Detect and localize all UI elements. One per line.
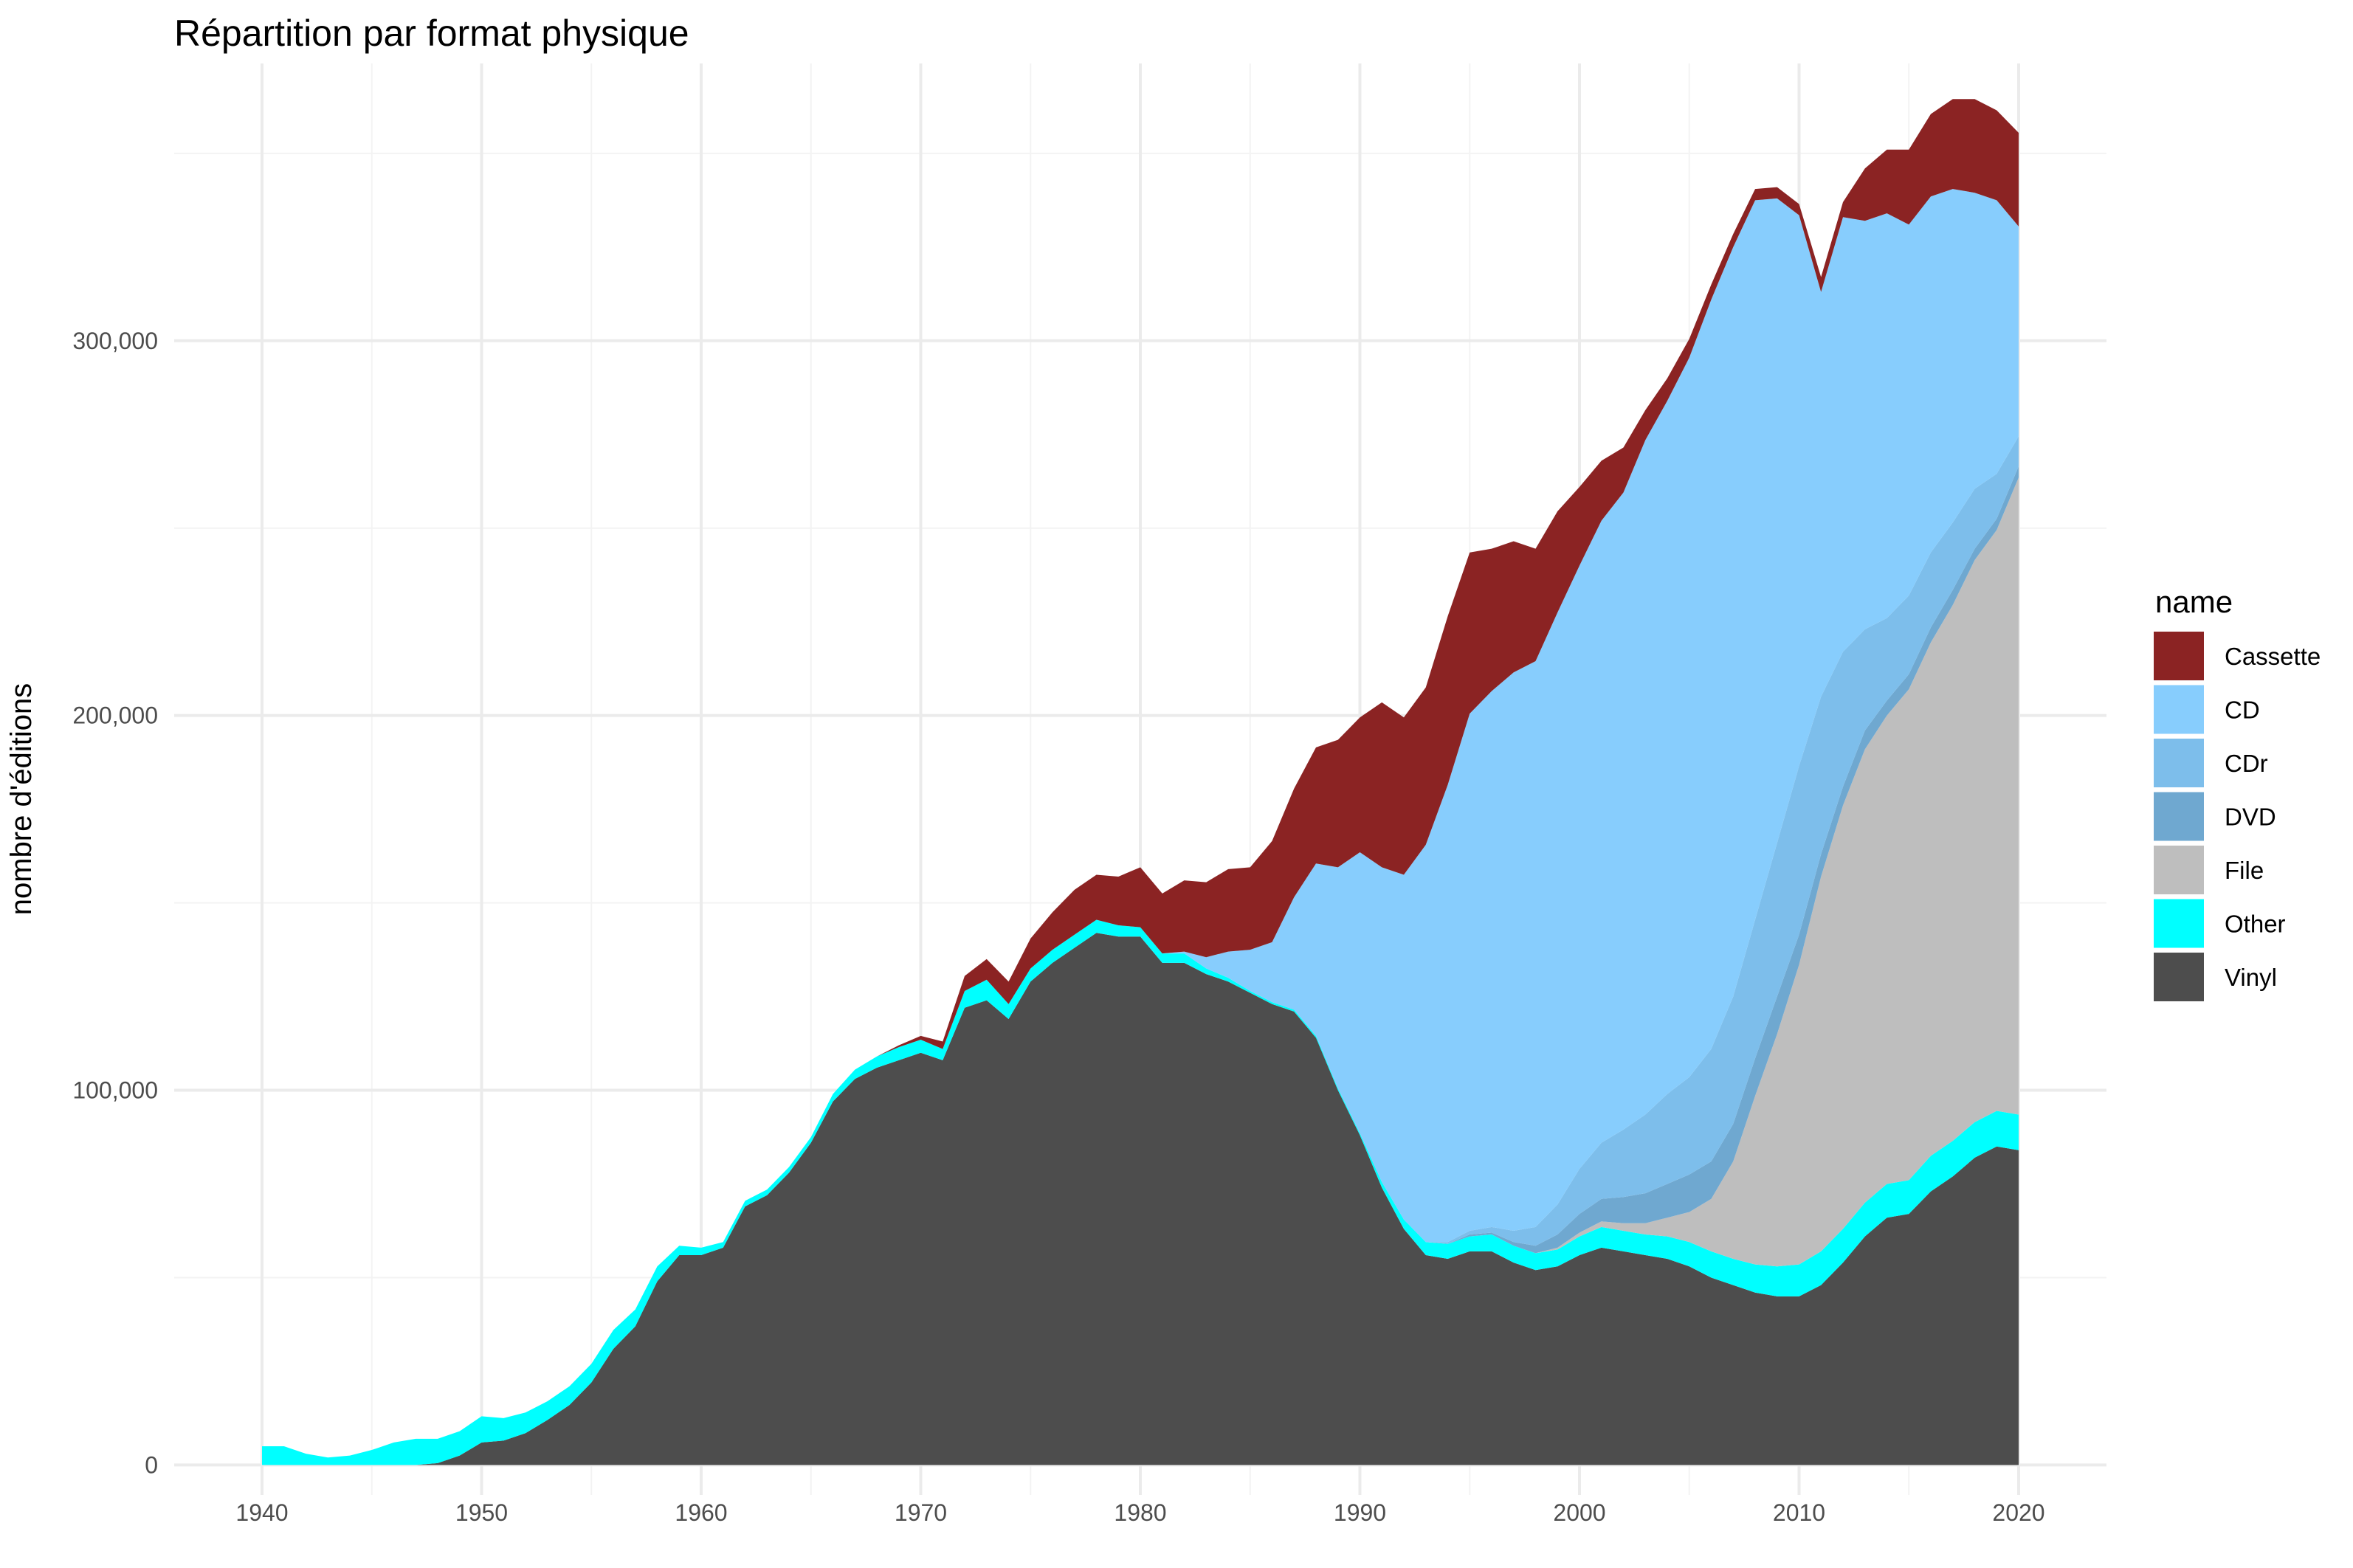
legend-key-file xyxy=(2154,846,2204,894)
legend-label-cdr: CDr xyxy=(2225,750,2268,777)
y-axis-label: nombre d'éditions xyxy=(5,683,38,916)
x-tick-label: 1960 xyxy=(675,1499,727,1526)
area-cd xyxy=(262,189,2019,1458)
legend-key-vinyl xyxy=(2154,953,2204,1001)
legend-key-cdr xyxy=(2154,739,2204,787)
x-tick-label: 1940 xyxy=(235,1499,288,1526)
x-tick-label: 1950 xyxy=(455,1499,508,1526)
area-cdr xyxy=(262,436,2019,1458)
legend-label-cassette: Cassette xyxy=(2225,643,2321,670)
legend-label-file: File xyxy=(2225,857,2264,884)
y-axis: 0 100,000 200,000 300,000 xyxy=(72,328,158,1479)
legend-title: name xyxy=(2155,584,2233,619)
area-vinyl xyxy=(262,933,2019,1465)
y-tick-label: 300,000 xyxy=(72,328,158,354)
y-tick-label: 100,000 xyxy=(72,1077,158,1104)
y-tick-label: 200,000 xyxy=(72,702,158,729)
x-tick-label: 1970 xyxy=(895,1499,947,1526)
x-tick-label: 2010 xyxy=(1773,1499,1825,1526)
x-tick-label: 1980 xyxy=(1114,1499,1166,1526)
legend-label-vinyl: Vinyl xyxy=(2225,964,2277,991)
legend-label-other: Other xyxy=(2225,911,2286,938)
x-axis: 1940 1950 1960 1970 1980 1990 2000 2010 2020 xyxy=(235,1499,2044,1526)
legend-key-dvd xyxy=(2154,792,2204,841)
x-tick-label: 1990 xyxy=(1334,1499,1386,1526)
plot-panel xyxy=(174,63,2106,1495)
legend-label-dvd: DVD xyxy=(2225,804,2276,831)
legend-key-other xyxy=(2154,899,2204,948)
legend-label-cd: CD xyxy=(2225,697,2260,724)
x-tick-label: 2000 xyxy=(1553,1499,1605,1526)
legend-key-cassette xyxy=(2154,632,2204,680)
legend-key-cd xyxy=(2154,685,2204,734)
chart-title: Répartition par format physique xyxy=(174,13,689,54)
stacked-areas xyxy=(262,99,2019,1465)
legend: name Cassette CD CDr DVD File Other Vinyl xyxy=(2154,584,2321,1001)
x-tick-label: 2020 xyxy=(1992,1499,2044,1526)
legend-items: Cassette CD CDr DVD File Other Vinyl xyxy=(2154,632,2321,1001)
y-tick-label: 0 xyxy=(145,1451,158,1478)
